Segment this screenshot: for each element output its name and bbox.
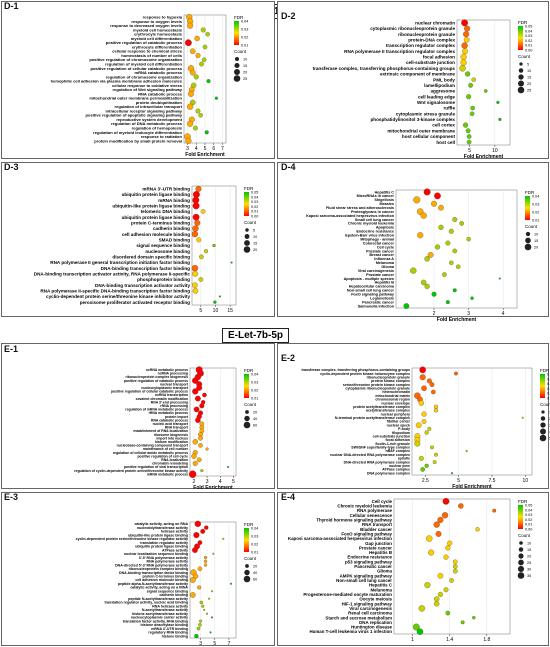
panel-label: E-1: [4, 344, 19, 354]
panel-e-4: [277, 492, 549, 646]
panel-e-2: [277, 343, 549, 489]
x-axis-label: Fold Enrichment: [437, 317, 477, 323]
panel-e-3: [1, 492, 275, 646]
panel-label: D-2: [281, 11, 296, 21]
panel-label: E-4: [281, 492, 296, 502]
panel-label: D-4: [281, 162, 296, 172]
panel-label: E-3: [4, 492, 19, 502]
group-title-2: E-Let-7b-5p: [222, 328, 289, 343]
panel-label: D-3: [4, 162, 19, 172]
panel-d-1: [1, 1, 275, 159]
panel-e-1: [1, 343, 275, 489]
panel-d-4: [277, 162, 549, 317]
panel-d-3: [1, 162, 275, 317]
panel-label: E-2: [281, 353, 296, 363]
panel-d-2: [277, 1, 549, 159]
panel-label: D-1: [4, 1, 19, 11]
